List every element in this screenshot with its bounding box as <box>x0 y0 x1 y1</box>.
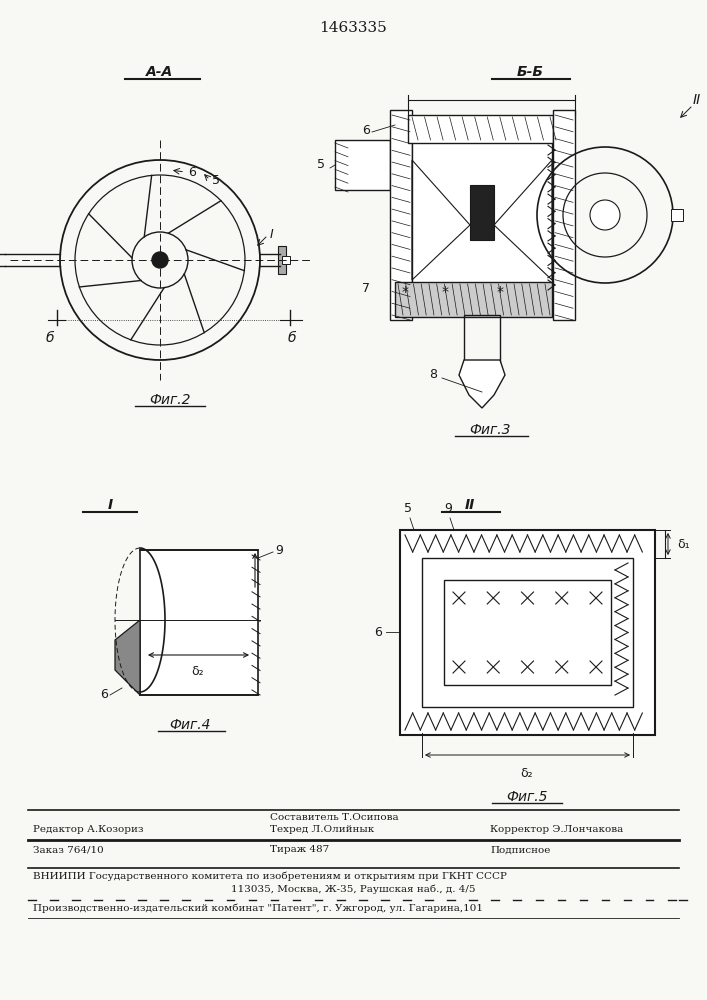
Text: б: б <box>46 331 54 345</box>
Text: δ₂: δ₂ <box>520 767 533 780</box>
Bar <box>140 550 258 695</box>
Text: Корректор Э.Лончакова: Корректор Э.Лончакова <box>490 826 624 834</box>
Text: I: I <box>107 498 112 512</box>
Text: 8: 8 <box>429 368 437 381</box>
Text: Тираж 487: Тираж 487 <box>270 846 329 854</box>
Bar <box>553 110 575 320</box>
Circle shape <box>152 252 168 268</box>
Text: I: I <box>270 229 274 241</box>
Text: 6: 6 <box>100 688 108 702</box>
Bar <box>390 110 412 320</box>
Text: Техред Л.Олийнык: Техред Л.Олийнык <box>270 826 374 834</box>
Bar <box>412 140 552 290</box>
Text: 7: 7 <box>362 282 370 294</box>
Bar <box>422 558 633 707</box>
Text: 5: 5 <box>317 158 325 172</box>
Text: Фиг.2: Фиг.2 <box>149 393 191 407</box>
Text: 6: 6 <box>374 626 382 639</box>
Bar <box>282 256 290 264</box>
Bar <box>278 246 286 274</box>
Bar <box>444 580 611 685</box>
Text: Производственно-издательский комбинат "Патент", г. Ужгород, ул. Гагарина,101: Производственно-издательский комбинат "П… <box>33 903 483 913</box>
Circle shape <box>590 200 620 230</box>
Text: б: б <box>288 331 296 345</box>
Text: *: * <box>402 285 409 299</box>
Text: ВНИИПИ Государственного комитета по изобретениям и открытиям при ГКНТ СССР: ВНИИПИ Государственного комитета по изоб… <box>33 871 507 881</box>
Text: Фиг.4: Фиг.4 <box>169 718 211 732</box>
Bar <box>400 530 655 735</box>
Text: *: * <box>496 285 503 299</box>
Text: II: II <box>465 498 475 512</box>
Bar <box>671 209 683 221</box>
Text: Подписное: Подписное <box>490 846 550 854</box>
Text: Заказ 764/10: Заказ 764/10 <box>33 846 104 854</box>
Bar <box>470 185 494 240</box>
Text: *: * <box>441 285 448 299</box>
Bar <box>408 115 553 143</box>
Text: 6: 6 <box>188 165 196 178</box>
Text: 1463335: 1463335 <box>319 21 387 35</box>
Text: Б-Б: Б-Б <box>517 65 544 79</box>
Text: 113035, Москва, Ж-35, Раушская наб., д. 4/5: 113035, Москва, Ж-35, Раушская наб., д. … <box>230 884 475 894</box>
Bar <box>464 315 500 375</box>
Polygon shape <box>459 360 505 408</box>
Polygon shape <box>115 620 140 695</box>
Bar <box>395 282 552 317</box>
Bar <box>335 140 390 190</box>
Text: δ₁: δ₁ <box>677 538 689 550</box>
Text: Фиг.5: Фиг.5 <box>506 790 548 804</box>
Text: 5: 5 <box>212 174 220 186</box>
Text: Фиг.3: Фиг.3 <box>469 423 510 437</box>
Text: 6: 6 <box>362 123 370 136</box>
Text: Составитель Т.Осипова: Составитель Т.Осипова <box>270 814 399 822</box>
Text: δ₂: δ₂ <box>192 665 204 678</box>
Text: 9: 9 <box>444 502 452 515</box>
Text: 5: 5 <box>404 502 412 515</box>
Text: 9: 9 <box>275 544 283 556</box>
Text: Редактор А.Козориз: Редактор А.Козориз <box>33 826 144 834</box>
Text: А-А: А-А <box>146 65 174 79</box>
Text: II: II <box>693 93 701 107</box>
